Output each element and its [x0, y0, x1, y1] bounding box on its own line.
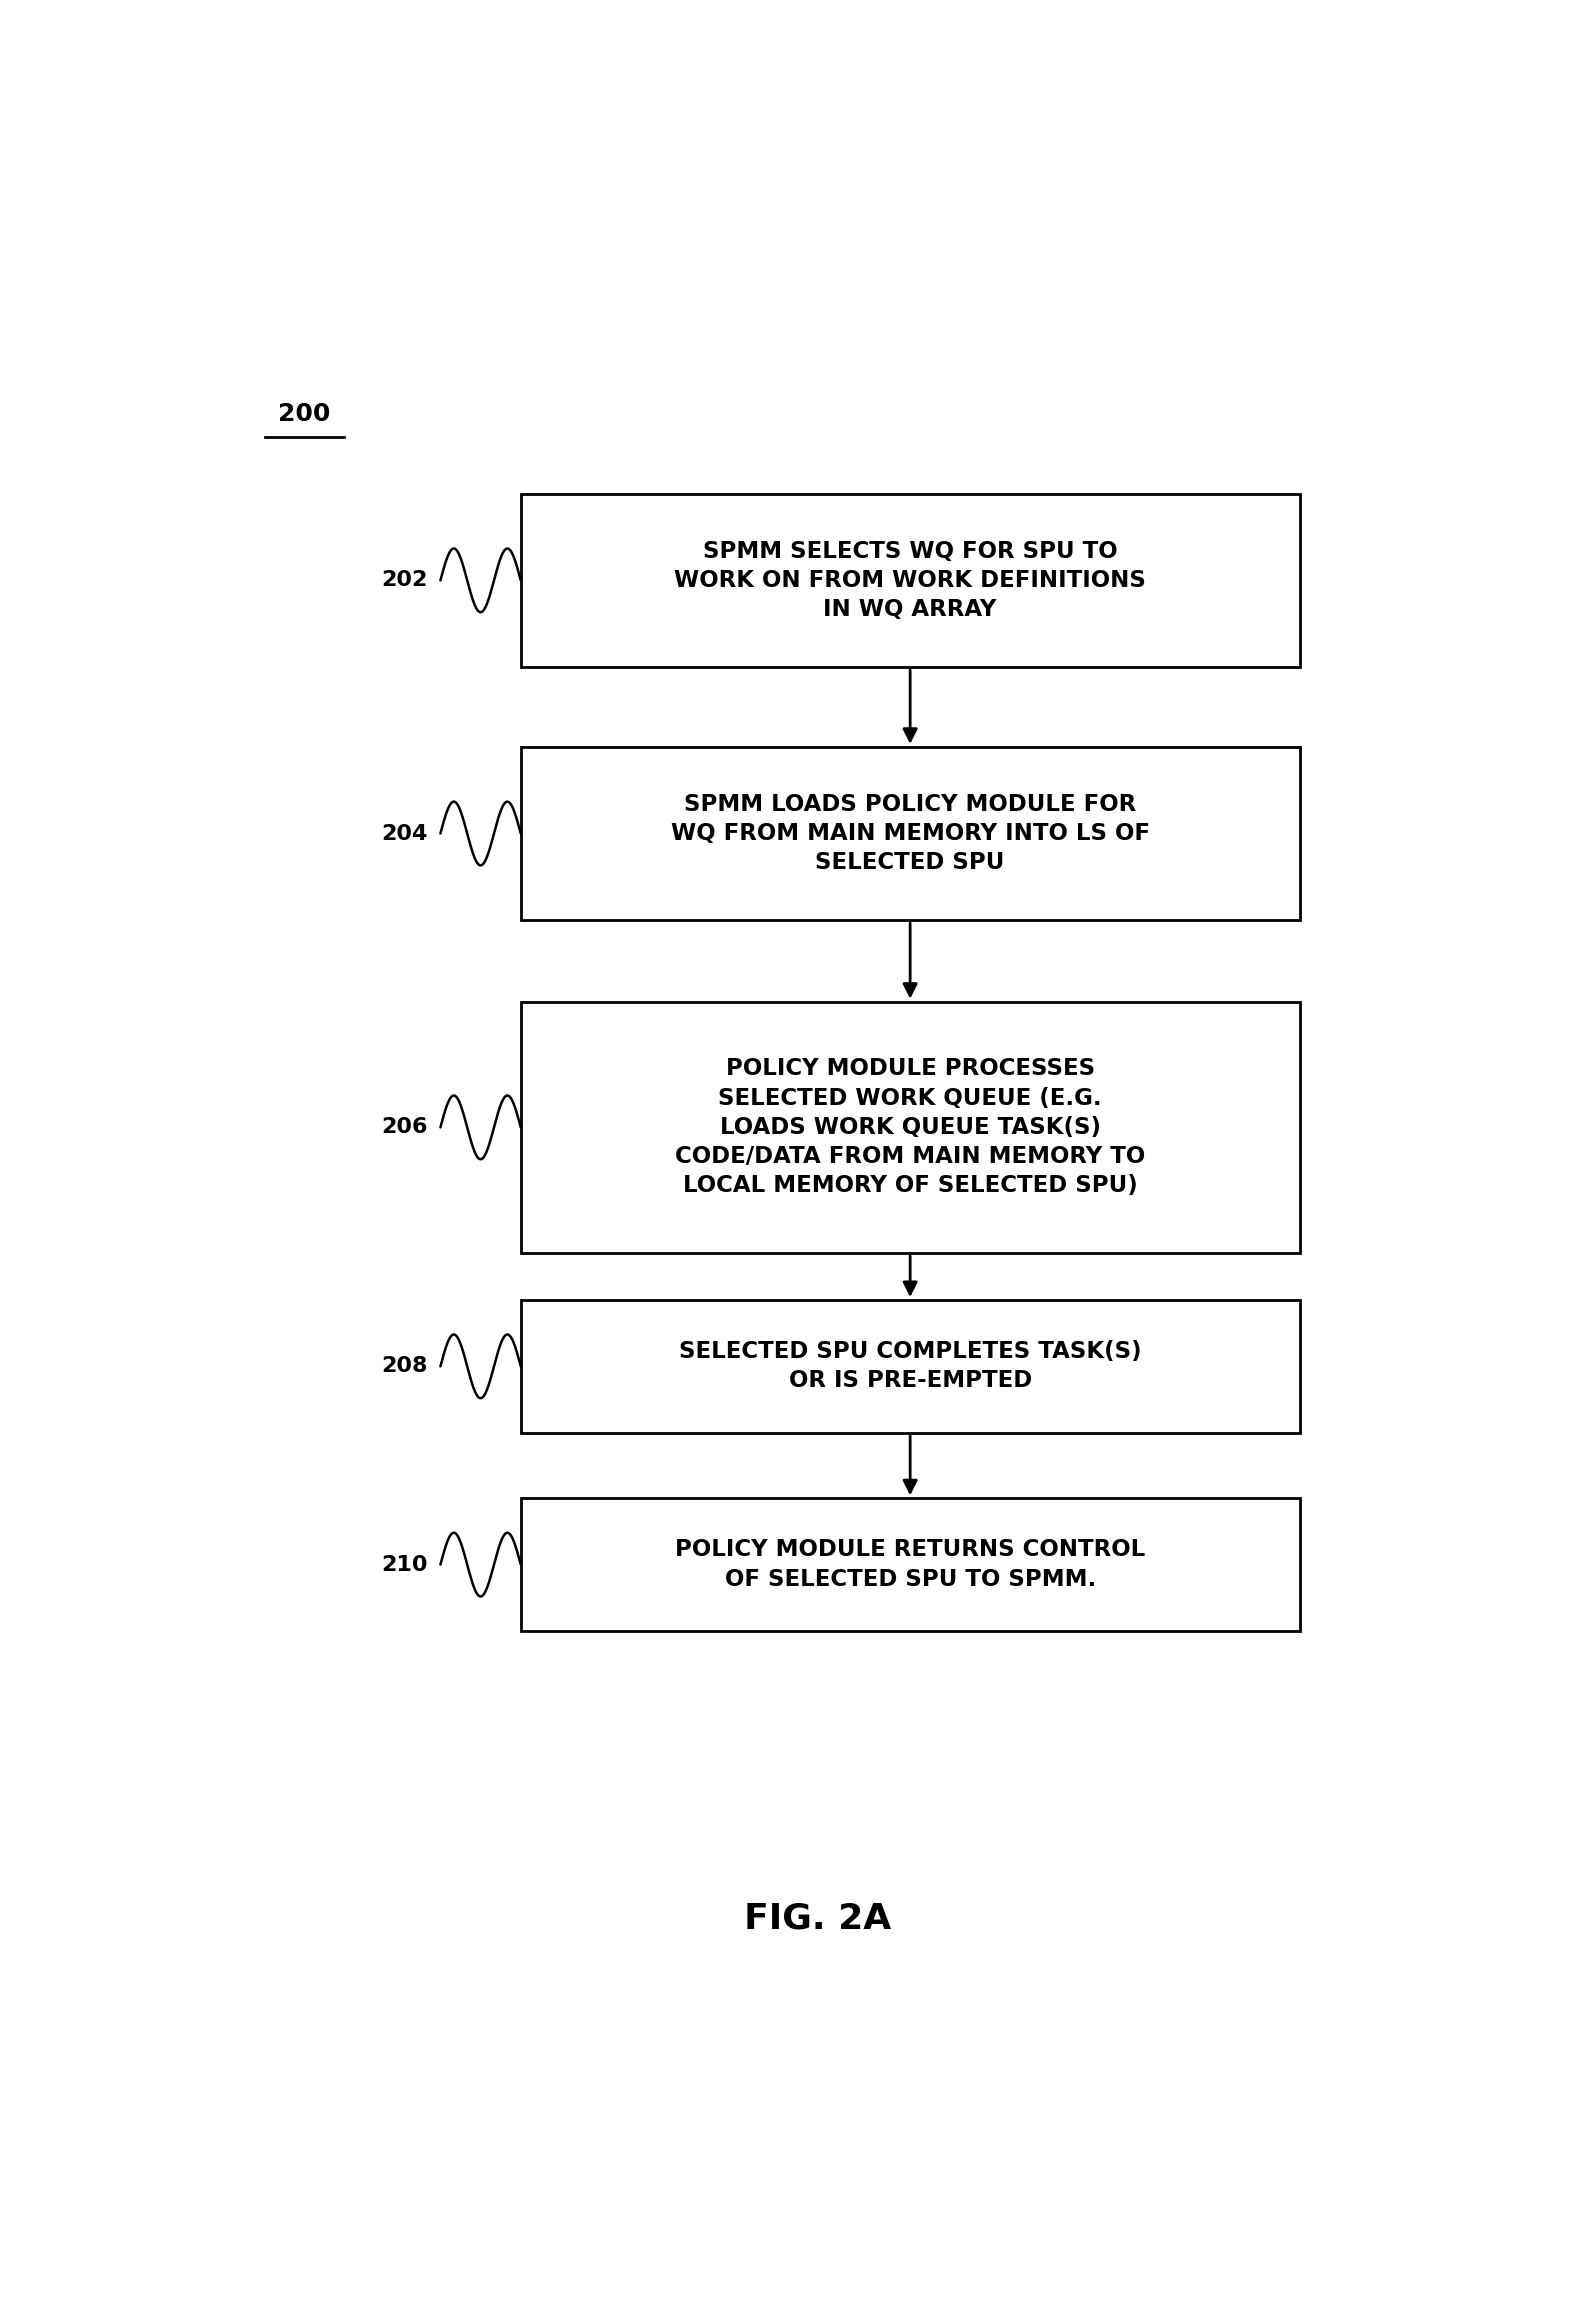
Text: 206: 206 [381, 1117, 427, 1138]
Text: FIG. 2A: FIG. 2A [743, 1901, 892, 1936]
Text: SPMM SELECTS WQ FOR SPU TO
WORK ON FROM WORK DEFINITIONS
IN WQ ARRAY: SPMM SELECTS WQ FOR SPU TO WORK ON FROM … [675, 540, 1147, 621]
Text: 200: 200 [278, 402, 330, 425]
Text: SELECTED SPU COMPLETES TASK(S)
OR IS PRE-EMPTED: SELECTED SPU COMPLETES TASK(S) OR IS PRE… [679, 1340, 1142, 1393]
FancyBboxPatch shape [520, 747, 1300, 920]
FancyBboxPatch shape [520, 494, 1300, 667]
FancyBboxPatch shape [520, 1499, 1300, 1630]
Text: 202: 202 [381, 570, 427, 591]
Text: POLICY MODULE RETURNS CONTROL
OF SELECTED SPU TO SPMM.: POLICY MODULE RETURNS CONTROL OF SELECTE… [675, 1538, 1145, 1591]
Text: SPMM LOADS POLICY MODULE FOR
WQ FROM MAIN MEMORY INTO LS OF
SELECTED SPU: SPMM LOADS POLICY MODULE FOR WQ FROM MAI… [670, 793, 1150, 874]
Text: 208: 208 [381, 1356, 427, 1377]
Text: POLICY MODULE PROCESSES
SELECTED WORK QUEUE (E.G.
LOADS WORK QUEUE TASK(S)
CODE/: POLICY MODULE PROCESSES SELECTED WORK QU… [675, 1058, 1145, 1198]
Text: 210: 210 [381, 1554, 427, 1575]
Text: 204: 204 [381, 823, 427, 844]
FancyBboxPatch shape [520, 1299, 1300, 1432]
FancyBboxPatch shape [520, 1002, 1300, 1253]
